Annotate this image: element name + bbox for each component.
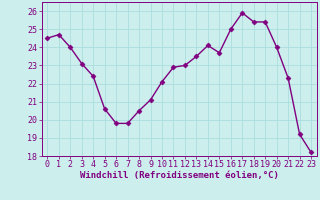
X-axis label: Windchill (Refroidissement éolien,°C): Windchill (Refroidissement éolien,°C) bbox=[80, 171, 279, 180]
